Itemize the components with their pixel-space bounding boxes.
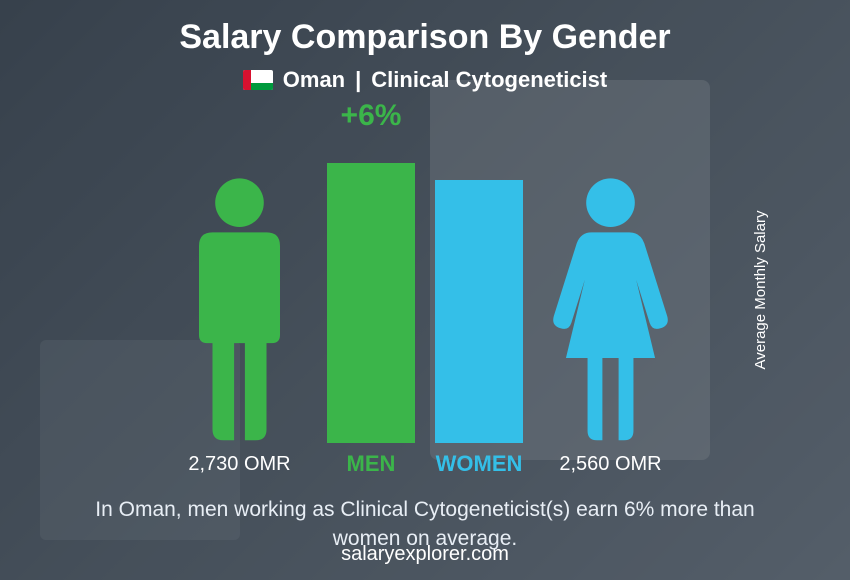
women-bar	[435, 180, 523, 443]
job-label: Clinical Cytogeneticist	[371, 67, 607, 93]
separator: |	[355, 67, 361, 93]
men-icon-column	[162, 173, 317, 443]
women-salary: 2,560 OMR	[533, 453, 688, 476]
men-label: MEN	[317, 451, 425, 477]
women-bar-column	[425, 180, 533, 443]
country-label: Oman	[283, 67, 345, 93]
y-axis-label: Average Monthly Salary	[752, 211, 769, 370]
men-bar-column	[317, 163, 425, 443]
labels-row: 2,730 OMR MEN WOMEN 2,560 OMR	[115, 451, 735, 477]
men-salary: 2,730 OMR	[162, 453, 317, 476]
women-icon-column	[533, 173, 688, 443]
subtitle-row: Oman | Clinical Cytogeneticist	[243, 67, 607, 93]
woman-icon	[543, 173, 678, 443]
page-title: Salary Comparison By Gender	[179, 18, 670, 57]
delta-label: +6%	[327, 99, 415, 133]
chart-area: +6%	[115, 103, 735, 443]
men-bar	[327, 163, 415, 443]
man-icon	[172, 173, 307, 443]
source-label: salaryexplorer.com	[0, 543, 850, 566]
infographic-content: Salary Comparison By Gender Oman | Clini…	[0, 0, 850, 580]
oman-flag-icon	[243, 70, 273, 90]
women-label: WOMEN	[425, 451, 533, 477]
